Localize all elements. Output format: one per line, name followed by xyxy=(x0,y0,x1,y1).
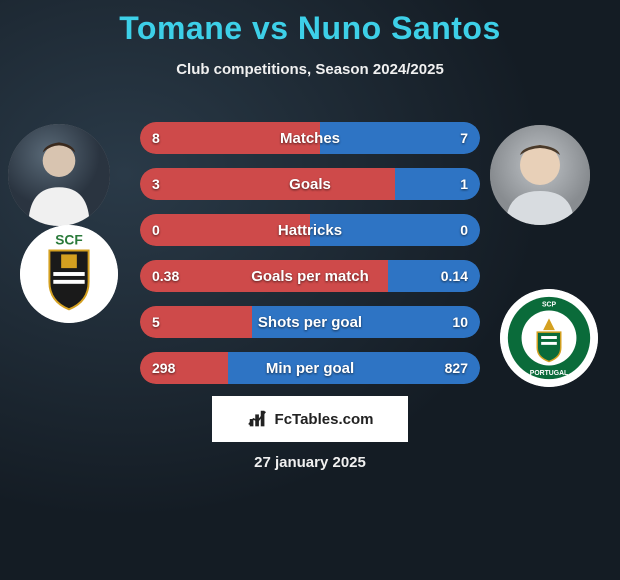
stat-row: 298827Min per goal xyxy=(140,352,480,384)
svg-text:SCF: SCF xyxy=(55,233,82,248)
page-subtitle: Club competitions, Season 2024/2025 xyxy=(0,61,620,78)
date-label: 27 january 2025 xyxy=(254,454,366,471)
shield-icon: SCF xyxy=(20,225,118,323)
brand-badge: FcTables.com xyxy=(212,396,408,442)
stat-row: 0.380.14Goals per match xyxy=(140,260,480,292)
chart-icon xyxy=(247,408,269,430)
stat-label: Hattricks xyxy=(140,214,480,246)
stat-row: 87Matches xyxy=(140,122,480,154)
svg-text:PORTUGAL: PORTUGAL xyxy=(530,370,569,377)
stat-label: Min per goal xyxy=(140,352,480,384)
avatar-placeholder-icon xyxy=(8,124,110,226)
club-badge-right: PORTUGAL SCP xyxy=(500,289,598,387)
stat-label: Goals per match xyxy=(140,260,480,292)
page-title: Tomane vs Nuno Santos xyxy=(0,0,620,47)
comparison-stats: 87Matches 31Goals 00Hattricks 0.380.14Goals… xyxy=(140,122,480,398)
svg-text:SCP: SCP xyxy=(542,302,557,309)
stat-label: Goals xyxy=(140,168,480,200)
club-badge-left: SCF xyxy=(20,225,118,323)
avatar-placeholder-icon xyxy=(490,125,590,225)
stat-row: 510Shots per goal xyxy=(140,306,480,338)
stat-row: 00Hattricks xyxy=(140,214,480,246)
stat-row: 31Goals xyxy=(140,168,480,200)
player-avatar-left xyxy=(8,124,110,226)
stat-label: Shots per goal xyxy=(140,306,480,338)
player-avatar-right xyxy=(490,125,590,225)
brand-text: FcTables.com xyxy=(275,411,374,428)
shield-icon: PORTUGAL SCP xyxy=(500,289,598,387)
stat-label: Matches xyxy=(140,122,480,154)
